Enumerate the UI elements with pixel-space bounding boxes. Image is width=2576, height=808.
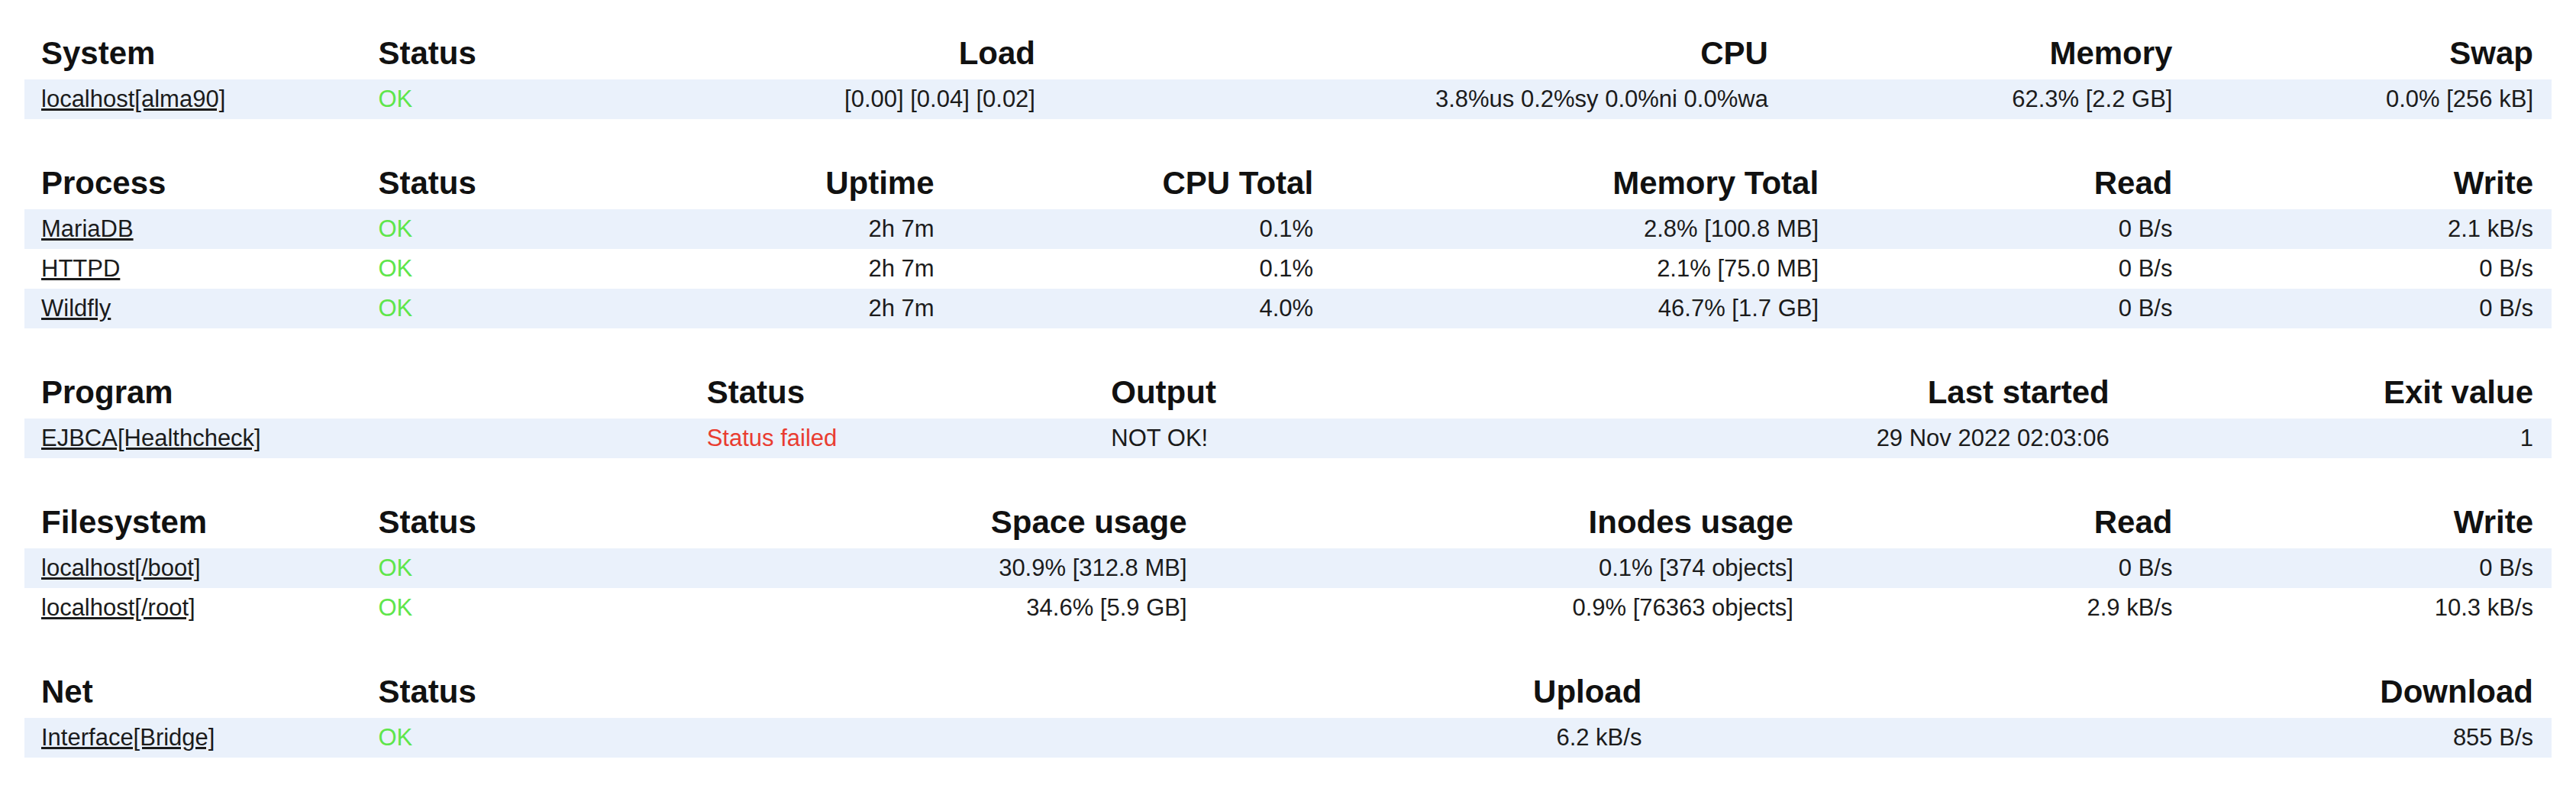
write-value: 2.1 kB/s — [2172, 209, 2552, 249]
memory-total-value: 2.8% [100.8 MB] — [1313, 209, 1819, 249]
column-header-last-started: Last started — [1616, 359, 2109, 419]
write-value: 0 B/s — [2172, 249, 2552, 289]
write-value: 10.3 kB/s — [2172, 588, 2552, 628]
system-link-localhost[interactable]: localhost[alma90] — [41, 86, 225, 112]
cpu-total-value: 0.1% — [935, 249, 1314, 289]
net-table: Net Status Upload Download Interface[Bri… — [24, 658, 2552, 758]
uptime-value: 2h 7m — [631, 249, 934, 289]
column-header-upload: Upload — [631, 658, 1641, 718]
net-link-interface-bridge[interactable]: Interface[Bridge] — [41, 724, 215, 751]
program-header-row: Program Status Output Last started Exit … — [24, 359, 2552, 419]
column-header-uptime: Uptime — [631, 150, 934, 209]
cpu-value: 3.8%us 0.2%sy 0.0%ni 0.0%wa — [1035, 79, 1768, 119]
memory-total-value: 2.1% [75.0 MB] — [1313, 249, 1819, 289]
program-table: Program Status Output Last started Exit … — [24, 359, 2552, 458]
read-value: 2.9 kB/s — [1793, 588, 2173, 628]
column-header-read: Read — [1819, 150, 2172, 209]
column-header-download: Download — [1641, 658, 2552, 718]
read-value: 0 B/s — [1819, 209, 2172, 249]
write-value: 0 B/s — [2172, 548, 2552, 588]
filesystem-link-root[interactable]: localhost[/root] — [41, 594, 195, 621]
write-value: 0 B/s — [2172, 289, 2552, 328]
column-header-status: Status — [378, 20, 706, 79]
status-value: OK — [378, 718, 631, 758]
column-header-swap: Swap — [2172, 20, 2552, 79]
system-table: System Status Load CPU Memory Swap local… — [24, 20, 2552, 119]
column-header-status: Status — [707, 359, 1112, 419]
net-header-row: Net Status Upload Download — [24, 658, 2552, 718]
inodes-usage-value: 0.9% [76363 objects] — [1187, 588, 1793, 628]
status-value: OK — [378, 79, 706, 119]
download-value: 855 B/s — [1641, 718, 2552, 758]
inodes-usage-value: 0.1% [374 objects] — [1187, 548, 1793, 588]
table-row-root: localhost[/root] OK 34.6% [5.9 GB] 0.9% … — [24, 588, 2552, 628]
column-header-space-usage: Space usage — [631, 489, 1186, 548]
read-value: 0 B/s — [1793, 548, 2173, 588]
table-row-ejbca-healthcheck: EJBCA[Healthcheck] Status failed NOT OK!… — [24, 419, 2552, 458]
table-row-wildfly: Wildfly OK 2h 7m 4.0% 46.7% [1.7 GB] 0 B… — [24, 289, 2552, 328]
output-value: NOT OK! — [1111, 419, 1616, 458]
uptime-value: 2h 7m — [631, 289, 934, 328]
column-header-process: Process — [24, 150, 378, 209]
column-header-filesystem: Filesystem — [24, 489, 378, 548]
filesystem-header-row: Filesystem Status Space usage Inodes usa… — [24, 489, 2552, 548]
column-header-cpu-total: CPU Total — [935, 150, 1314, 209]
process-header-row: Process Status Uptime CPU Total Memory T… — [24, 150, 2552, 209]
cpu-total-value: 0.1% — [935, 209, 1314, 249]
upload-value: 6.2 kB/s — [631, 718, 1641, 758]
column-header-program: Program — [24, 359, 707, 419]
status-value: OK — [378, 588, 631, 628]
column-header-output: Output — [1111, 359, 1616, 419]
table-row-interface-bridge: Interface[Bridge] OK 6.2 kB/s 855 B/s — [24, 718, 2552, 758]
table-row-httpd: HTTPD OK 2h 7m 0.1% 2.1% [75.0 MB] 0 B/s… — [24, 249, 2552, 289]
column-header-memory: Memory — [1768, 20, 2173, 79]
status-value: OK — [378, 548, 631, 588]
table-row-boot: localhost[/boot] OK 30.9% [312.8 MB] 0.1… — [24, 548, 2552, 588]
exit-value: 1 — [2110, 419, 2552, 458]
load-value: [0.00] [0.04] [0.02] — [707, 79, 1035, 119]
table-row-localhost: localhost[alma90] OK [0.00] [0.04] [0.02… — [24, 79, 2552, 119]
last-started-value: 29 Nov 2022 02:03:06 — [1616, 419, 2109, 458]
memory-value: 62.3% [2.2 GB] — [1768, 79, 2173, 119]
uptime-value: 2h 7m — [631, 209, 934, 249]
column-header-load: Load — [707, 20, 1035, 79]
read-value: 0 B/s — [1819, 249, 2172, 289]
process-link-httpd[interactable]: HTTPD — [41, 255, 120, 282]
monitoring-dashboard: { "colors": { "row_highlight": "#eaf1fb"… — [0, 0, 2576, 808]
column-header-write: Write — [2172, 150, 2552, 209]
column-header-read: Read — [1793, 489, 2173, 548]
column-header-memory-total: Memory Total — [1313, 150, 1819, 209]
space-usage-value: 34.6% [5.9 GB] — [631, 588, 1186, 628]
status-value: OK — [378, 249, 631, 289]
system-header-row: System Status Load CPU Memory Swap — [24, 20, 2552, 79]
column-header-status: Status — [378, 150, 631, 209]
memory-total-value: 46.7% [1.7 GB] — [1313, 289, 1819, 328]
filesystem-table: Filesystem Status Space usage Inodes usa… — [24, 489, 2552, 628]
column-header-write: Write — [2172, 489, 2552, 548]
status-value: OK — [378, 209, 631, 249]
column-header-net: Net — [24, 658, 378, 718]
status-value: OK — [378, 289, 631, 328]
status-value-failed: Status failed — [707, 419, 1112, 458]
column-header-cpu: CPU — [1035, 20, 1768, 79]
column-header-status: Status — [378, 489, 631, 548]
program-link-ejbca-healthcheck[interactable]: EJBCA[Healthcheck] — [41, 425, 261, 451]
process-table: Process Status Uptime CPU Total Memory T… — [24, 150, 2552, 328]
process-link-wildfly[interactable]: Wildfly — [41, 295, 111, 322]
column-header-inodes-usage: Inodes usage — [1187, 489, 1793, 548]
column-header-exit-value: Exit value — [2110, 359, 2552, 419]
read-value: 0 B/s — [1819, 289, 2172, 328]
space-usage-value: 30.9% [312.8 MB] — [631, 548, 1186, 588]
cpu-total-value: 4.0% — [935, 289, 1314, 328]
filesystem-link-boot[interactable]: localhost[/boot] — [41, 554, 201, 581]
swap-value: 0.0% [256 kB] — [2172, 79, 2552, 119]
process-link-mariadb[interactable]: MariaDB — [41, 215, 134, 242]
table-row-mariadb: MariaDB OK 2h 7m 0.1% 2.8% [100.8 MB] 0 … — [24, 209, 2552, 249]
column-header-status: Status — [378, 658, 631, 718]
column-header-system: System — [24, 20, 378, 79]
